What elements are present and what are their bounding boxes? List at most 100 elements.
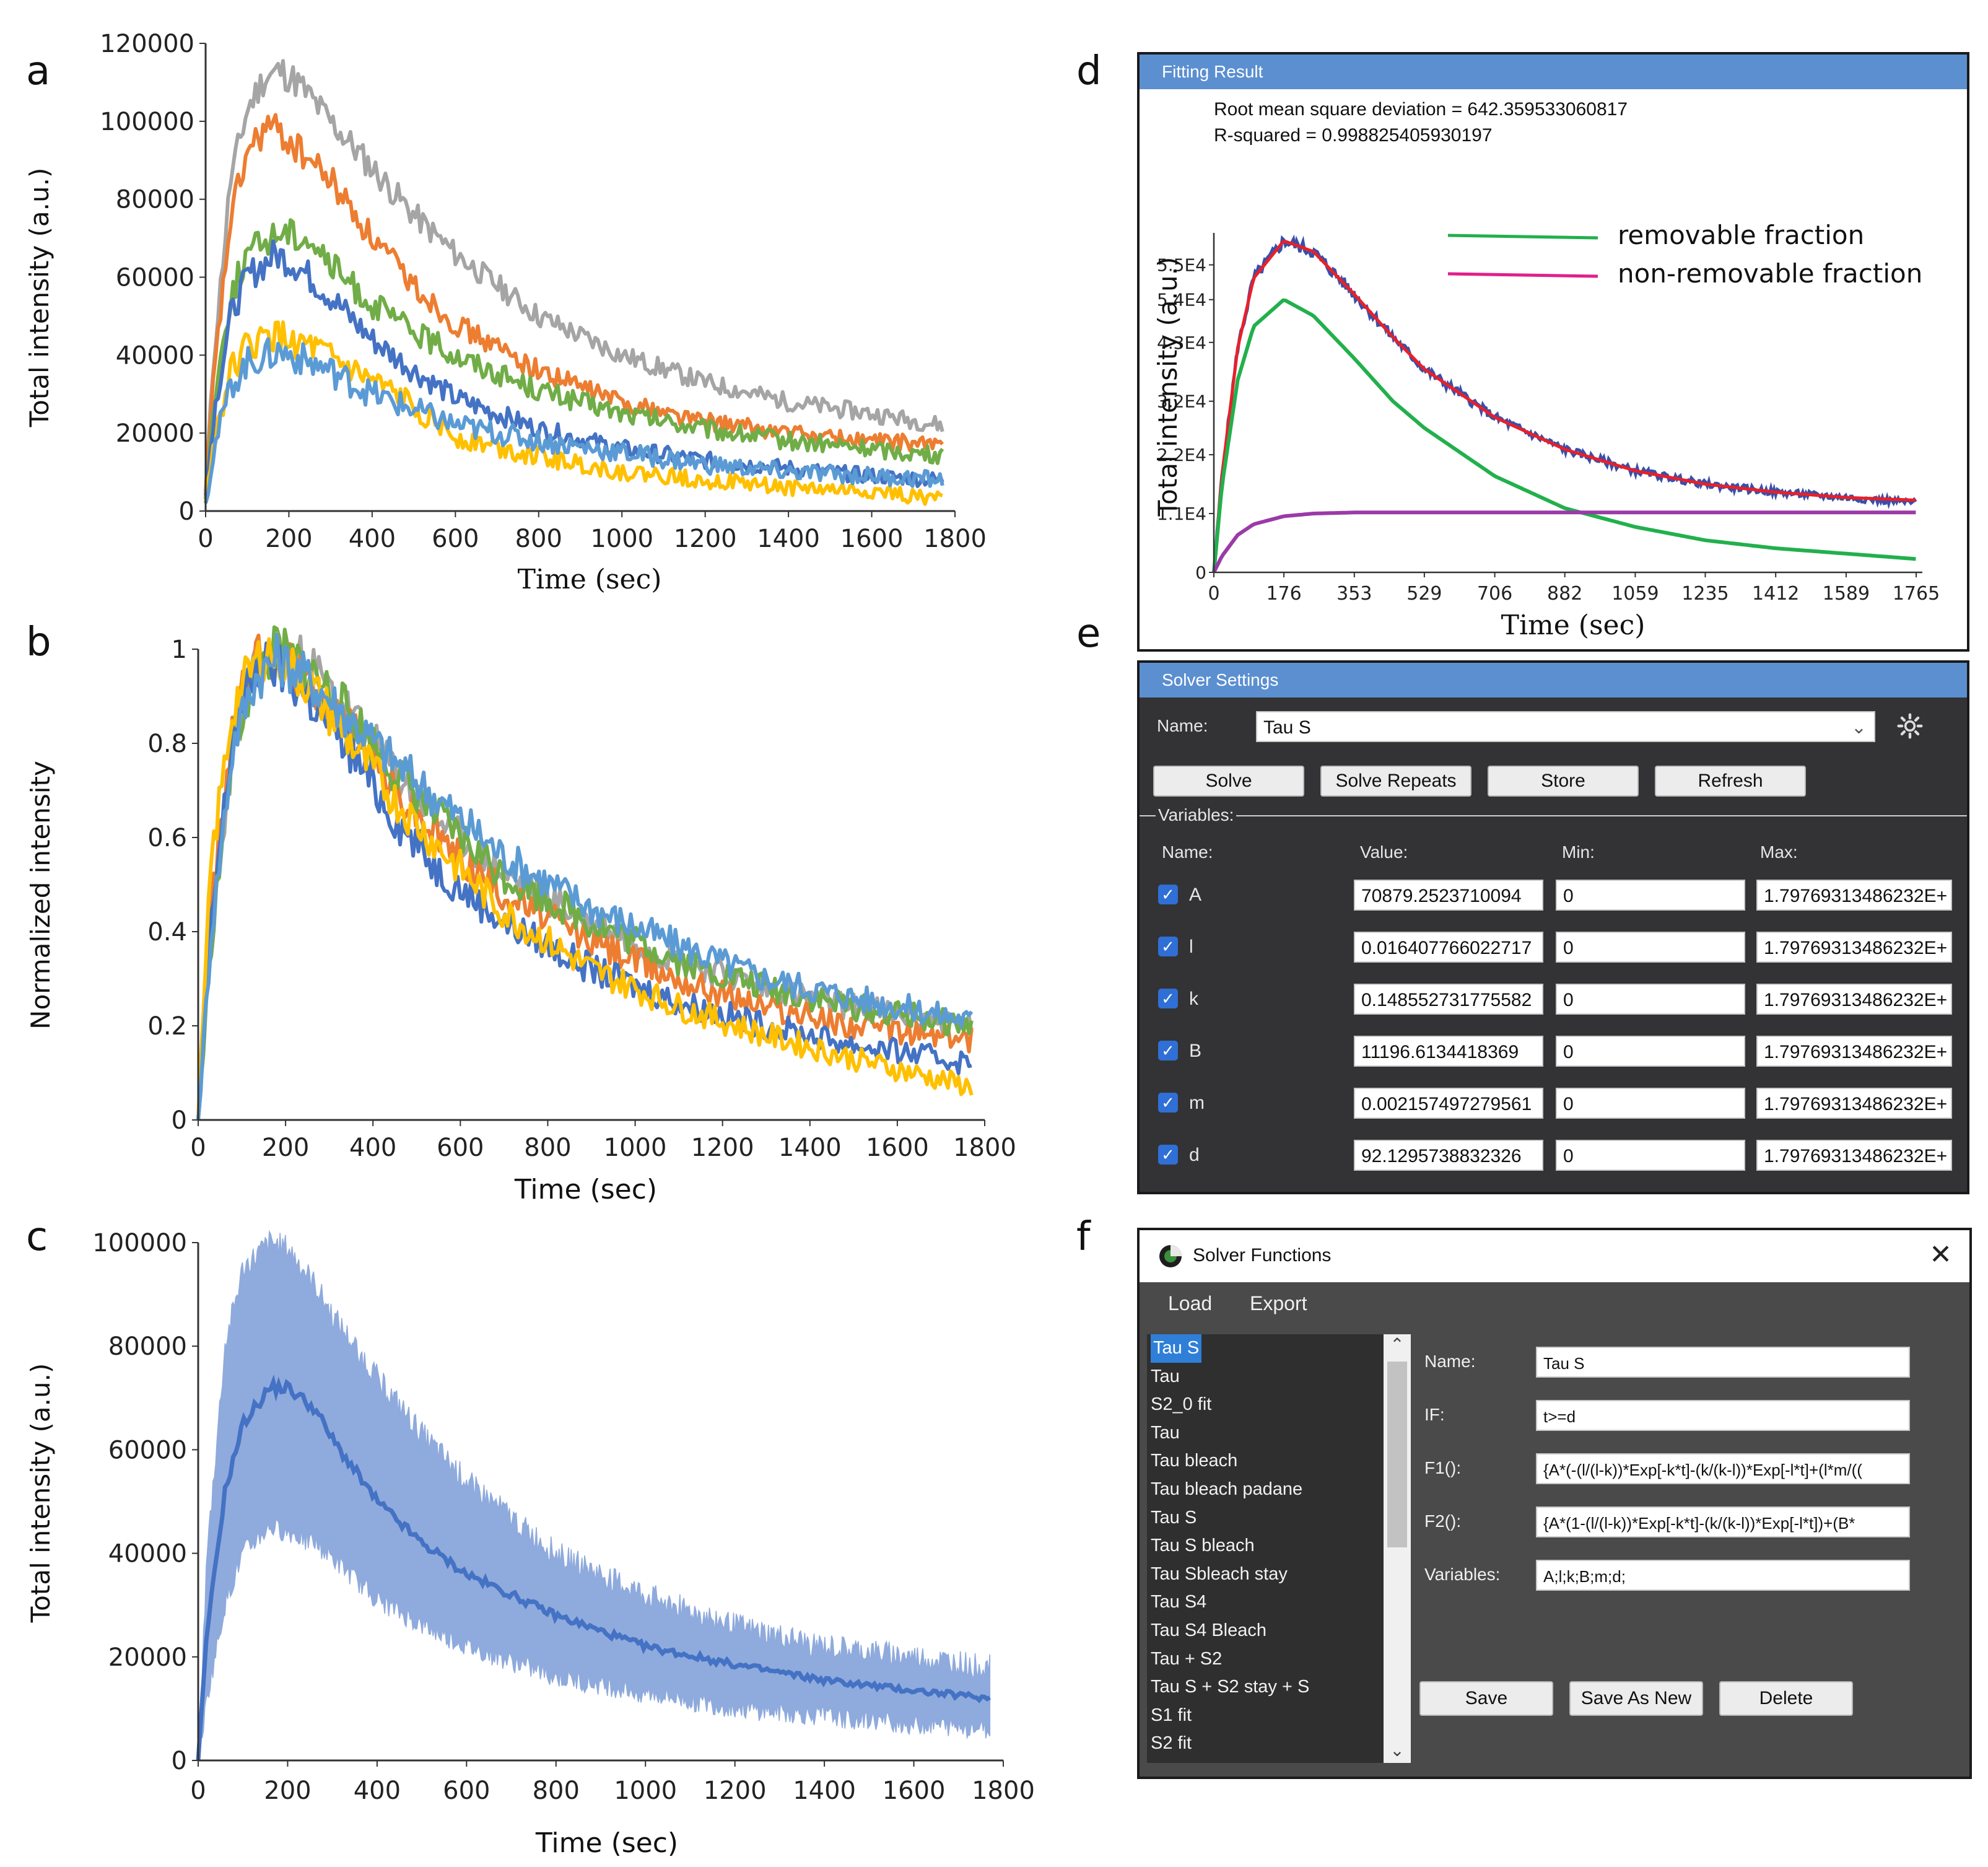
col-header-min: Min: bbox=[1562, 842, 1595, 862]
x-tick-label: 1589 bbox=[1823, 583, 1870, 605]
gear-icon[interactable] bbox=[1896, 712, 1924, 740]
variable-checkbox[interactable]: ✓ bbox=[1158, 937, 1178, 956]
r-squared-text: R-squared = 0.998825405930197 bbox=[1214, 125, 1493, 146]
function-list-item[interactable]: Tau S4 Bleach bbox=[1147, 1617, 1411, 1645]
function-field-input[interactable]: {A*(-(l/(l-k))*Exp[-k*t]-(k/(k-l))*Exp[-… bbox=[1536, 1453, 1910, 1484]
variable-checkbox[interactable]: ✓ bbox=[1158, 1041, 1178, 1060]
app-logo-icon bbox=[1159, 1245, 1182, 1267]
variable-value-input[interactable]: 70879.2523710094 bbox=[1354, 880, 1543, 911]
variable-max-input[interactable]: 1.79769313486232E+ bbox=[1756, 1036, 1952, 1067]
variable-value-input[interactable]: 11196.6134418369 bbox=[1354, 1036, 1543, 1067]
function-list-label: Tau + S2 bbox=[1151, 1648, 1223, 1669]
solve-button[interactable]: Solve bbox=[1153, 766, 1304, 797]
variable-value-input[interactable]: 92.1295738832326 bbox=[1354, 1140, 1543, 1171]
y-tick-label: 100000 bbox=[100, 108, 194, 136]
variable-max-input[interactable]: 1.79769313486232E+ bbox=[1756, 1088, 1952, 1119]
variable-min-input[interactable]: 0 bbox=[1556, 1036, 1745, 1067]
close-icon[interactable]: ✕ bbox=[1929, 1240, 1952, 1270]
variable-name: m bbox=[1189, 1093, 1205, 1113]
y-tick-label: 0 bbox=[1195, 562, 1206, 583]
function-list[interactable]: Tau S Tau S2_0 fit Tau Tau bleach Tau bleach … bbox=[1147, 1334, 1411, 1763]
function-list-item[interactable]: Tau bbox=[1147, 1363, 1411, 1391]
function-list-label: S2_0 fit bbox=[1151, 1394, 1212, 1415]
function-list-label: Tau S bbox=[1151, 1334, 1202, 1363]
function-list-item[interactable]: Tau bleach padane bbox=[1147, 1476, 1411, 1504]
chart-b-xlabel: Time (sec) bbox=[514, 1174, 657, 1205]
function-field-input[interactable]: A;l;k;B;m;d; bbox=[1536, 1560, 1910, 1591]
chart-b-ylabel: Normalized intensity bbox=[25, 761, 56, 1030]
variable-min-input[interactable]: 0 bbox=[1556, 1140, 1745, 1171]
save-as-new-button[interactable]: Save As New bbox=[1569, 1681, 1703, 1716]
variables-group-label: Variables: bbox=[1156, 805, 1237, 825]
variable-checkbox[interactable]: ✓ bbox=[1158, 989, 1178, 1008]
variable-min-input[interactable]: 0 bbox=[1556, 932, 1745, 963]
y-tick-label: 60000 bbox=[108, 1436, 187, 1464]
function-list-item[interactable]: Tau S4 bbox=[1147, 1588, 1411, 1617]
x-tick-label: 1200 bbox=[674, 525, 737, 553]
x-tick-label: 1235 bbox=[1681, 583, 1729, 605]
function-list-item[interactable]: Tau Sbleach stay bbox=[1147, 1560, 1411, 1589]
function-field-input[interactable]: t>=d bbox=[1536, 1400, 1910, 1431]
variable-checkbox[interactable]: ✓ bbox=[1158, 1145, 1178, 1165]
scroll-thumb[interactable] bbox=[1387, 1362, 1407, 1547]
store-button[interactable]: Store bbox=[1488, 766, 1639, 797]
y-tick-label: 2.2E4 bbox=[1157, 445, 1206, 465]
scroll-down-icon[interactable]: ⌄ bbox=[1390, 1741, 1405, 1760]
variable-max-input[interactable]: 1.79769313486232E+ bbox=[1756, 984, 1952, 1015]
variable-value-input[interactable]: 0.016407766022717 bbox=[1354, 932, 1543, 963]
refresh-button[interactable]: Refresh bbox=[1655, 766, 1806, 797]
fitting-result-title: Fitting Result bbox=[1140, 55, 1967, 89]
function-list-item[interactable]: Tau bleach bbox=[1147, 1447, 1411, 1476]
list-scrollbar[interactable]: ⌃ ⌄ bbox=[1384, 1334, 1411, 1763]
x-tick-label: 1059 bbox=[1611, 583, 1659, 605]
x-tick-label: 1000 bbox=[614, 1777, 677, 1805]
solve-repeats-button[interactable]: Solve Repeats bbox=[1320, 766, 1471, 797]
function-field-input[interactable]: {A*(1-(l/(l-k))*Exp[-k*t]-(k/(k-l))*Exp[… bbox=[1536, 1506, 1910, 1537]
variables-groupbox bbox=[1140, 815, 1967, 816]
function-list-item[interactable]: Tau S bbox=[1147, 1504, 1411, 1533]
variable-value-input[interactable]: 0.002157497279561 bbox=[1354, 1088, 1543, 1119]
x-tick-label: 1400 bbox=[757, 525, 820, 553]
y-tick-label: 40000 bbox=[116, 341, 194, 370]
chart-c-xlabel: Time (sec) bbox=[535, 1827, 678, 1859]
x-tick-label: 1200 bbox=[704, 1777, 767, 1805]
save-button[interactable]: Save bbox=[1419, 1681, 1553, 1716]
function-list-item[interactable]: S2 fit bbox=[1147, 1729, 1411, 1758]
function-list-item[interactable]: Tau + S2 bbox=[1147, 1645, 1411, 1674]
variable-checkbox[interactable]: ✓ bbox=[1158, 1093, 1178, 1113]
variable-min-input[interactable]: 0 bbox=[1556, 984, 1745, 1015]
function-field-input[interactable]: Tau S bbox=[1536, 1347, 1910, 1378]
scroll-up-icon[interactable]: ⌃ bbox=[1390, 1335, 1405, 1354]
y-tick-label: 3.2E4 bbox=[1157, 391, 1206, 412]
function-list-label: Tau bleach padane bbox=[1151, 1479, 1303, 1499]
variable-max-input[interactable]: 1.79769313486232E+ bbox=[1756, 880, 1952, 911]
function-list-item[interactable]: S1 fit bbox=[1147, 1702, 1411, 1730]
variable-min-input[interactable]: 0 bbox=[1556, 880, 1745, 911]
function-list-item[interactable]: Tau bbox=[1147, 1419, 1411, 1448]
x-tick-label: 400 bbox=[349, 1134, 396, 1162]
series-line-gray bbox=[204, 59, 944, 492]
y-tick-label: 120000 bbox=[100, 30, 194, 58]
settings-name-select[interactable]: Tau S ⌄ bbox=[1256, 711, 1875, 742]
x-tick-label: 1765 bbox=[1893, 583, 1940, 605]
function-list-item[interactable]: Tau S bbox=[1147, 1334, 1411, 1363]
settings-name-value: Tau S bbox=[1263, 717, 1311, 738]
variable-max-input[interactable]: 1.79769313486232E+ bbox=[1756, 932, 1952, 963]
delete-button[interactable]: Delete bbox=[1719, 1681, 1853, 1716]
function-list-item[interactable]: S2_0 fit bbox=[1147, 1391, 1411, 1419]
x-tick-label: 0 bbox=[190, 1777, 206, 1805]
variable-max-input[interactable]: 1.79769313486232E+ bbox=[1756, 1140, 1952, 1171]
y-tick-label: 0 bbox=[172, 1747, 187, 1775]
menu-load[interactable]: Load bbox=[1168, 1292, 1213, 1314]
variable-min-input[interactable]: 0 bbox=[1556, 1088, 1745, 1119]
panel-letter-f: f bbox=[1076, 1214, 1091, 1260]
function-list-item[interactable]: Tau S bleach bbox=[1147, 1532, 1411, 1560]
y-tick-label: 0.4 bbox=[147, 918, 187, 947]
function-list-label: S1 fit bbox=[1151, 1705, 1192, 1725]
function-list-item[interactable]: Tau S + S2 stay + S bbox=[1147, 1673, 1411, 1702]
variable-value-input[interactable]: 0.148552731775582 bbox=[1354, 984, 1543, 1015]
function-list-label: Tau bbox=[1151, 1422, 1180, 1443]
chart-a: 0 200 400 600 800 1000 1200 1400 1600 1800 0 20000 4… bbox=[24, 30, 987, 595]
variable-checkbox[interactable]: ✓ bbox=[1158, 885, 1178, 904]
menu-export[interactable]: Export bbox=[1250, 1292, 1307, 1314]
